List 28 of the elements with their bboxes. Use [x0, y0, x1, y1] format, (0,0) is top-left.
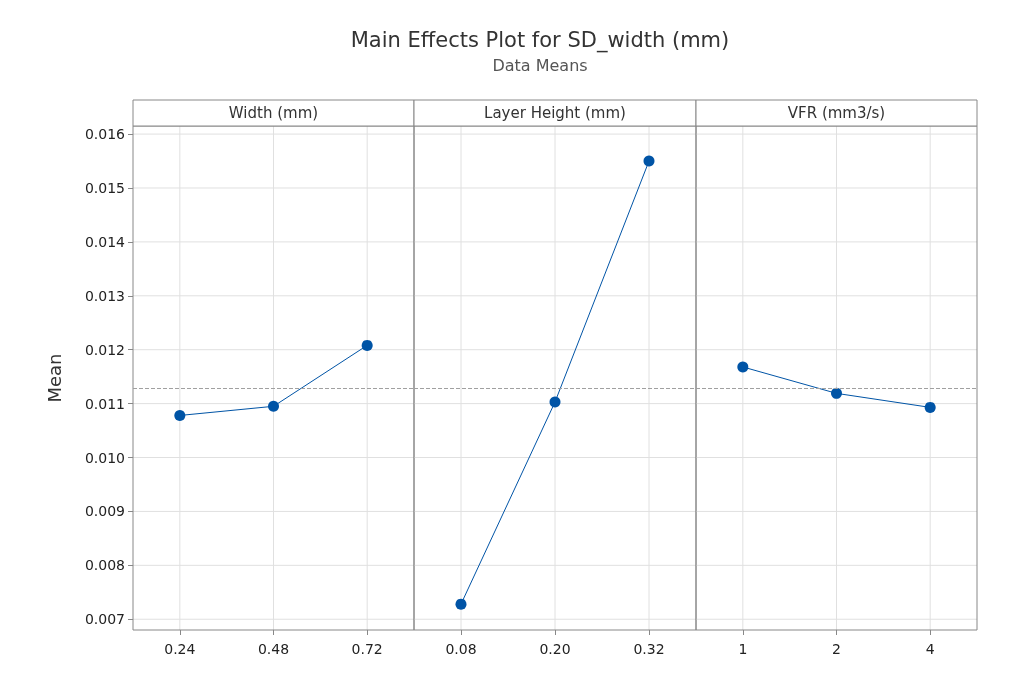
x-axis-title: VFR (mm3/s)	[787, 104, 886, 122]
x-tick-label: 0.24	[164, 641, 196, 657]
x-axis-title: Layer Height (mm)	[484, 104, 626, 122]
y-tick-label: 0.015	[84, 179, 125, 196]
y-tick-label: 0.014	[84, 233, 126, 250]
x-tick-label: 0.08	[445, 641, 477, 657]
x-tick-label: 0.48	[257, 641, 290, 657]
y-tick-label: 0.016	[84, 126, 126, 143]
y-tick-label: 0.012	[84, 341, 125, 358]
y-tick-label: 0.009	[84, 503, 125, 520]
y-tick-label: 0.007	[84, 611, 125, 628]
point	[268, 400, 279, 412]
x-tick-label: 0.20	[539, 641, 571, 657]
x-tick-label: 2	[832, 641, 841, 657]
chart-title: Main Effects Plot for SD_width (mm)	[349, 28, 731, 52]
x-tick-label: 0.72	[351, 641, 383, 657]
y-tick-label: 0.010	[84, 449, 125, 466]
y-axis-title: Mean	[43, 353, 65, 403]
x-tick-label: 4	[925, 641, 935, 657]
x-tick-label: 0.32	[633, 641, 665, 657]
point	[361, 339, 373, 351]
x-axis-title: Width (mm)	[228, 104, 319, 122]
y-tick-label: 0.008	[84, 557, 125, 574]
chart-subtitle: Data Means	[491, 56, 589, 75]
y-tick-label: 0.011	[84, 395, 125, 412]
point	[174, 409, 186, 421]
x-tick-label: 1	[738, 641, 748, 657]
y-tick-label: 0.013	[84, 287, 125, 304]
